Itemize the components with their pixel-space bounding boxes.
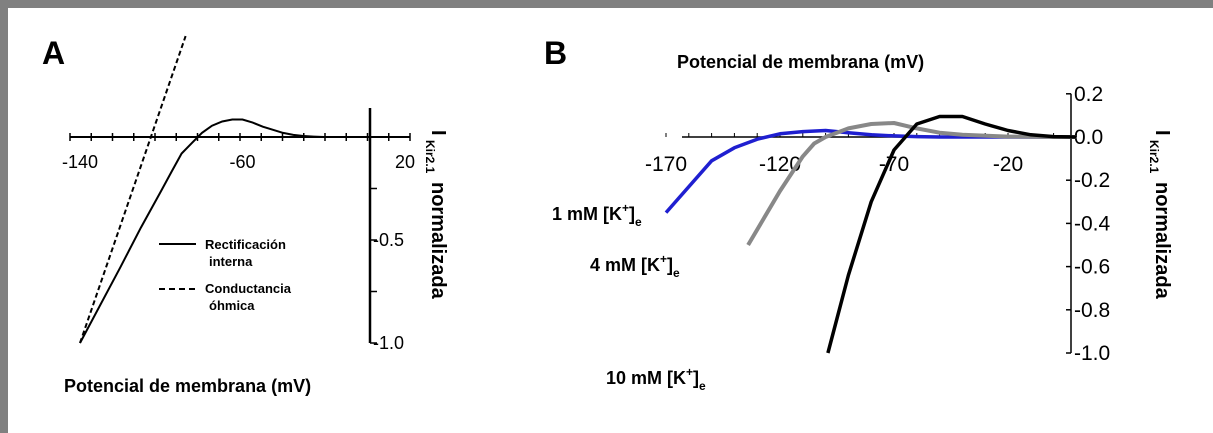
panel-b-lines	[664, 114, 1077, 354]
panel-b-y-title-rest: normalizada	[1151, 182, 1173, 300]
panel-b-y-axis: 0.2 0.0 -0.2 -0.4 -0.6 -0.8 -1.0	[1066, 83, 1111, 365]
panel-a-y-axis-title: I Kir2.1 normalizada	[423, 130, 449, 300]
panel-a-x-axis: -140 -60 20	[62, 133, 415, 172]
panel-a-series-solid	[79, 118, 405, 344]
panel-b-series-labels: 1 mM [K+]e 4 mM [K+]e 10 mM [K+]e	[552, 201, 706, 393]
panel-b-x-axis: -170 -120 -70 -20	[645, 133, 1077, 176]
legend-solid-label-2: interna	[209, 254, 253, 269]
panel-b-y-tick-label: -1.0	[1074, 342, 1110, 365]
panel-a-y-tick-label: -0.5	[373, 230, 404, 250]
panel-b-y-title-sub: Kir2.1	[1147, 140, 1161, 174]
legend-dashed-label-2: óhmica	[209, 298, 255, 313]
panel-b-x-axis-title: Potencial de membrana (mV)	[677, 52, 924, 72]
panel-b-y-tick-label: -0.6	[1074, 256, 1110, 279]
panel-b-x-tick-label: -120	[759, 153, 801, 176]
legend-dashed-label-1: Conductancia	[205, 281, 292, 296]
panel-b-series-label-1: 1 mM [K+]e	[552, 201, 642, 229]
panel-a-x-tick-label: -140	[62, 152, 98, 172]
panel-b-series-label-3: 10 mM [K+]e	[606, 365, 706, 393]
panel-a-lines	[79, 35, 405, 344]
panel-b-y-tick-label: -0.4	[1074, 212, 1111, 235]
panel-a-letter: A	[42, 35, 65, 71]
panel-b-y-tick-label: 0.2	[1074, 83, 1103, 106]
panel-a-x-tick-label: -60	[229, 152, 255, 172]
panel-a-legend: Rectificación interna Conductancia óhmic…	[159, 237, 292, 313]
panel-b-y-title-main: I	[1151, 130, 1173, 136]
panel-b-series-label-2: 4 mM [K+]e	[590, 252, 680, 280]
panel-b-y-tick-label: -0.8	[1074, 299, 1110, 322]
panel-a-x-tick-label: 20	[395, 152, 415, 172]
panel-b-series-3	[826, 114, 1077, 354]
panel-a-y-title-rest: normalizada	[427, 182, 449, 300]
panel-a-y-title-main: I	[427, 130, 449, 136]
chart-svg: A -140 -60 20 -0.5 -1.0 Rectificación inter…	[42, 35, 1173, 396]
panel-b-x-tick-label: -20	[993, 153, 1023, 176]
panel-a-y-title-sub: Kir2.1	[423, 140, 437, 174]
panel-b-letter: B	[544, 35, 567, 71]
panel-b-y-tick-label: -0.2	[1074, 169, 1110, 192]
panel-b-y-axis-title: I Kir2.1 normalizada	[1147, 130, 1173, 300]
panel-a: A -140 -60 20 -0.5 -1.0 Rectificación inter…	[42, 35, 449, 396]
panel-b-y-tick-label: 0.0	[1074, 126, 1103, 149]
panel-a-x-axis-title: Potencial de membrana (mV)	[64, 376, 311, 396]
legend-solid-label-1: Rectificación	[205, 237, 286, 252]
panel-a-y-axis: -0.5 -1.0	[368, 108, 404, 353]
panel-b-x-tick-label: -170	[645, 153, 687, 176]
panel-a-y-tick-label: -1.0	[373, 333, 404, 353]
panel-b-series-2	[746, 121, 1077, 247]
panel-a-series-dashed	[79, 35, 187, 344]
panel-b: B Potencial de membrana (mV) -170 -120 -70…	[544, 35, 1173, 393]
